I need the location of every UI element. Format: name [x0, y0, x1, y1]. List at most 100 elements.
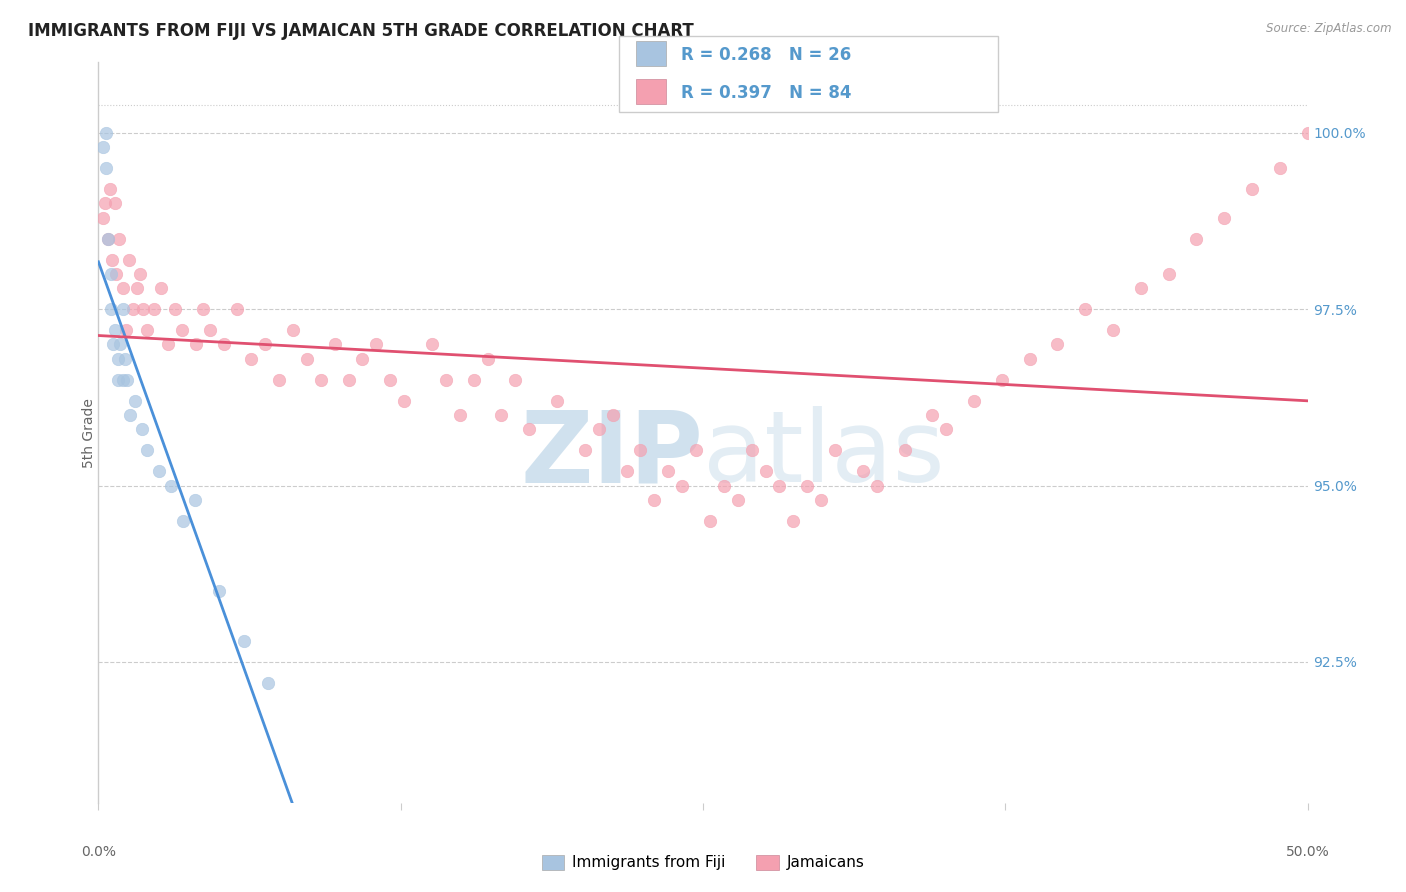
- Point: [392, 393, 415, 408]
- Point: [1268, 161, 1291, 176]
- Point: [449, 408, 471, 422]
- Point: [143, 302, 166, 317]
- Point: [352, 351, 374, 366]
- Point: [101, 252, 124, 267]
- Point: [602, 408, 624, 422]
- Text: atlas: atlas: [703, 407, 945, 503]
- Point: [269, 373, 291, 387]
- Point: [111, 373, 134, 387]
- Point: [232, 633, 254, 648]
- Point: [156, 337, 179, 351]
- Point: [517, 422, 540, 436]
- Point: [768, 478, 790, 492]
- Point: [616, 464, 638, 478]
- Text: R = 0.268   N = 26: R = 0.268 N = 26: [681, 45, 851, 63]
- Text: ZIP: ZIP: [520, 407, 703, 503]
- Point: [212, 337, 235, 351]
- Point: [108, 232, 131, 246]
- Point: [491, 408, 513, 422]
- Point: [281, 323, 304, 337]
- Point: [323, 337, 346, 351]
- Point: [208, 584, 231, 599]
- Point: [172, 514, 194, 528]
- Point: [505, 373, 527, 387]
- Point: [117, 373, 139, 387]
- Point: [114, 351, 136, 366]
- Point: [122, 302, 145, 317]
- Point: [893, 443, 915, 458]
- Point: [118, 252, 141, 267]
- Point: [191, 302, 214, 317]
- Text: 0.0%: 0.0%: [82, 846, 115, 859]
- Point: [991, 373, 1014, 387]
- Text: R = 0.397   N = 84: R = 0.397 N = 84: [681, 84, 851, 102]
- Point: [852, 464, 875, 478]
- Point: [782, 514, 804, 528]
- Point: [94, 196, 117, 211]
- Point: [366, 337, 388, 351]
- Point: [254, 337, 277, 351]
- Point: [256, 676, 278, 690]
- Point: [1018, 351, 1040, 366]
- Point: [1240, 182, 1263, 196]
- Point: [1157, 267, 1180, 281]
- Point: [337, 373, 360, 387]
- Point: [127, 281, 149, 295]
- Point: [546, 393, 568, 408]
- Point: [111, 302, 134, 317]
- Point: [1296, 126, 1319, 140]
- Point: [921, 408, 943, 422]
- Point: [380, 373, 402, 387]
- Point: [685, 443, 707, 458]
- Point: [97, 232, 120, 246]
- Point: [1129, 281, 1152, 295]
- Point: [112, 281, 135, 295]
- Point: [463, 373, 485, 387]
- Point: [163, 302, 186, 317]
- Point: [184, 337, 207, 351]
- Point: [170, 323, 193, 337]
- Point: [94, 126, 117, 140]
- Point: [741, 443, 763, 458]
- Point: [963, 393, 986, 408]
- Point: [657, 464, 679, 478]
- Point: [1074, 302, 1097, 317]
- Point: [824, 443, 846, 458]
- Point: [1046, 337, 1069, 351]
- Point: [91, 140, 114, 154]
- Point: [160, 478, 183, 492]
- Point: [699, 514, 721, 528]
- Point: [91, 211, 114, 225]
- Text: 50.0%: 50.0%: [1285, 846, 1330, 859]
- Point: [124, 393, 146, 408]
- Point: [671, 478, 693, 492]
- Point: [104, 196, 127, 211]
- Point: [118, 408, 141, 422]
- Point: [810, 492, 832, 507]
- Point: [135, 443, 157, 458]
- Point: [108, 337, 131, 351]
- Text: IMMIGRANTS FROM FIJI VS JAMAICAN 5TH GRADE CORRELATION CHART: IMMIGRANTS FROM FIJI VS JAMAICAN 5TH GRA…: [28, 22, 695, 40]
- Point: [240, 351, 263, 366]
- Point: [434, 373, 457, 387]
- Point: [129, 267, 152, 281]
- Point: [107, 351, 129, 366]
- Point: [935, 422, 957, 436]
- Point: [1102, 323, 1125, 337]
- Point: [101, 337, 124, 351]
- Point: [643, 492, 665, 507]
- Point: [477, 351, 499, 366]
- Y-axis label: 5th Grade: 5th Grade: [82, 398, 96, 467]
- Point: [198, 323, 221, 337]
- Point: [105, 267, 128, 281]
- Point: [107, 373, 129, 387]
- Point: [754, 464, 776, 478]
- Point: [100, 302, 122, 317]
- Point: [98, 182, 121, 196]
- Legend: Immigrants from Fiji, Jamaicans: Immigrants from Fiji, Jamaicans: [536, 848, 870, 877]
- Point: [136, 323, 159, 337]
- Point: [148, 464, 170, 478]
- Point: [727, 492, 749, 507]
- Point: [713, 478, 735, 492]
- Point: [132, 302, 155, 317]
